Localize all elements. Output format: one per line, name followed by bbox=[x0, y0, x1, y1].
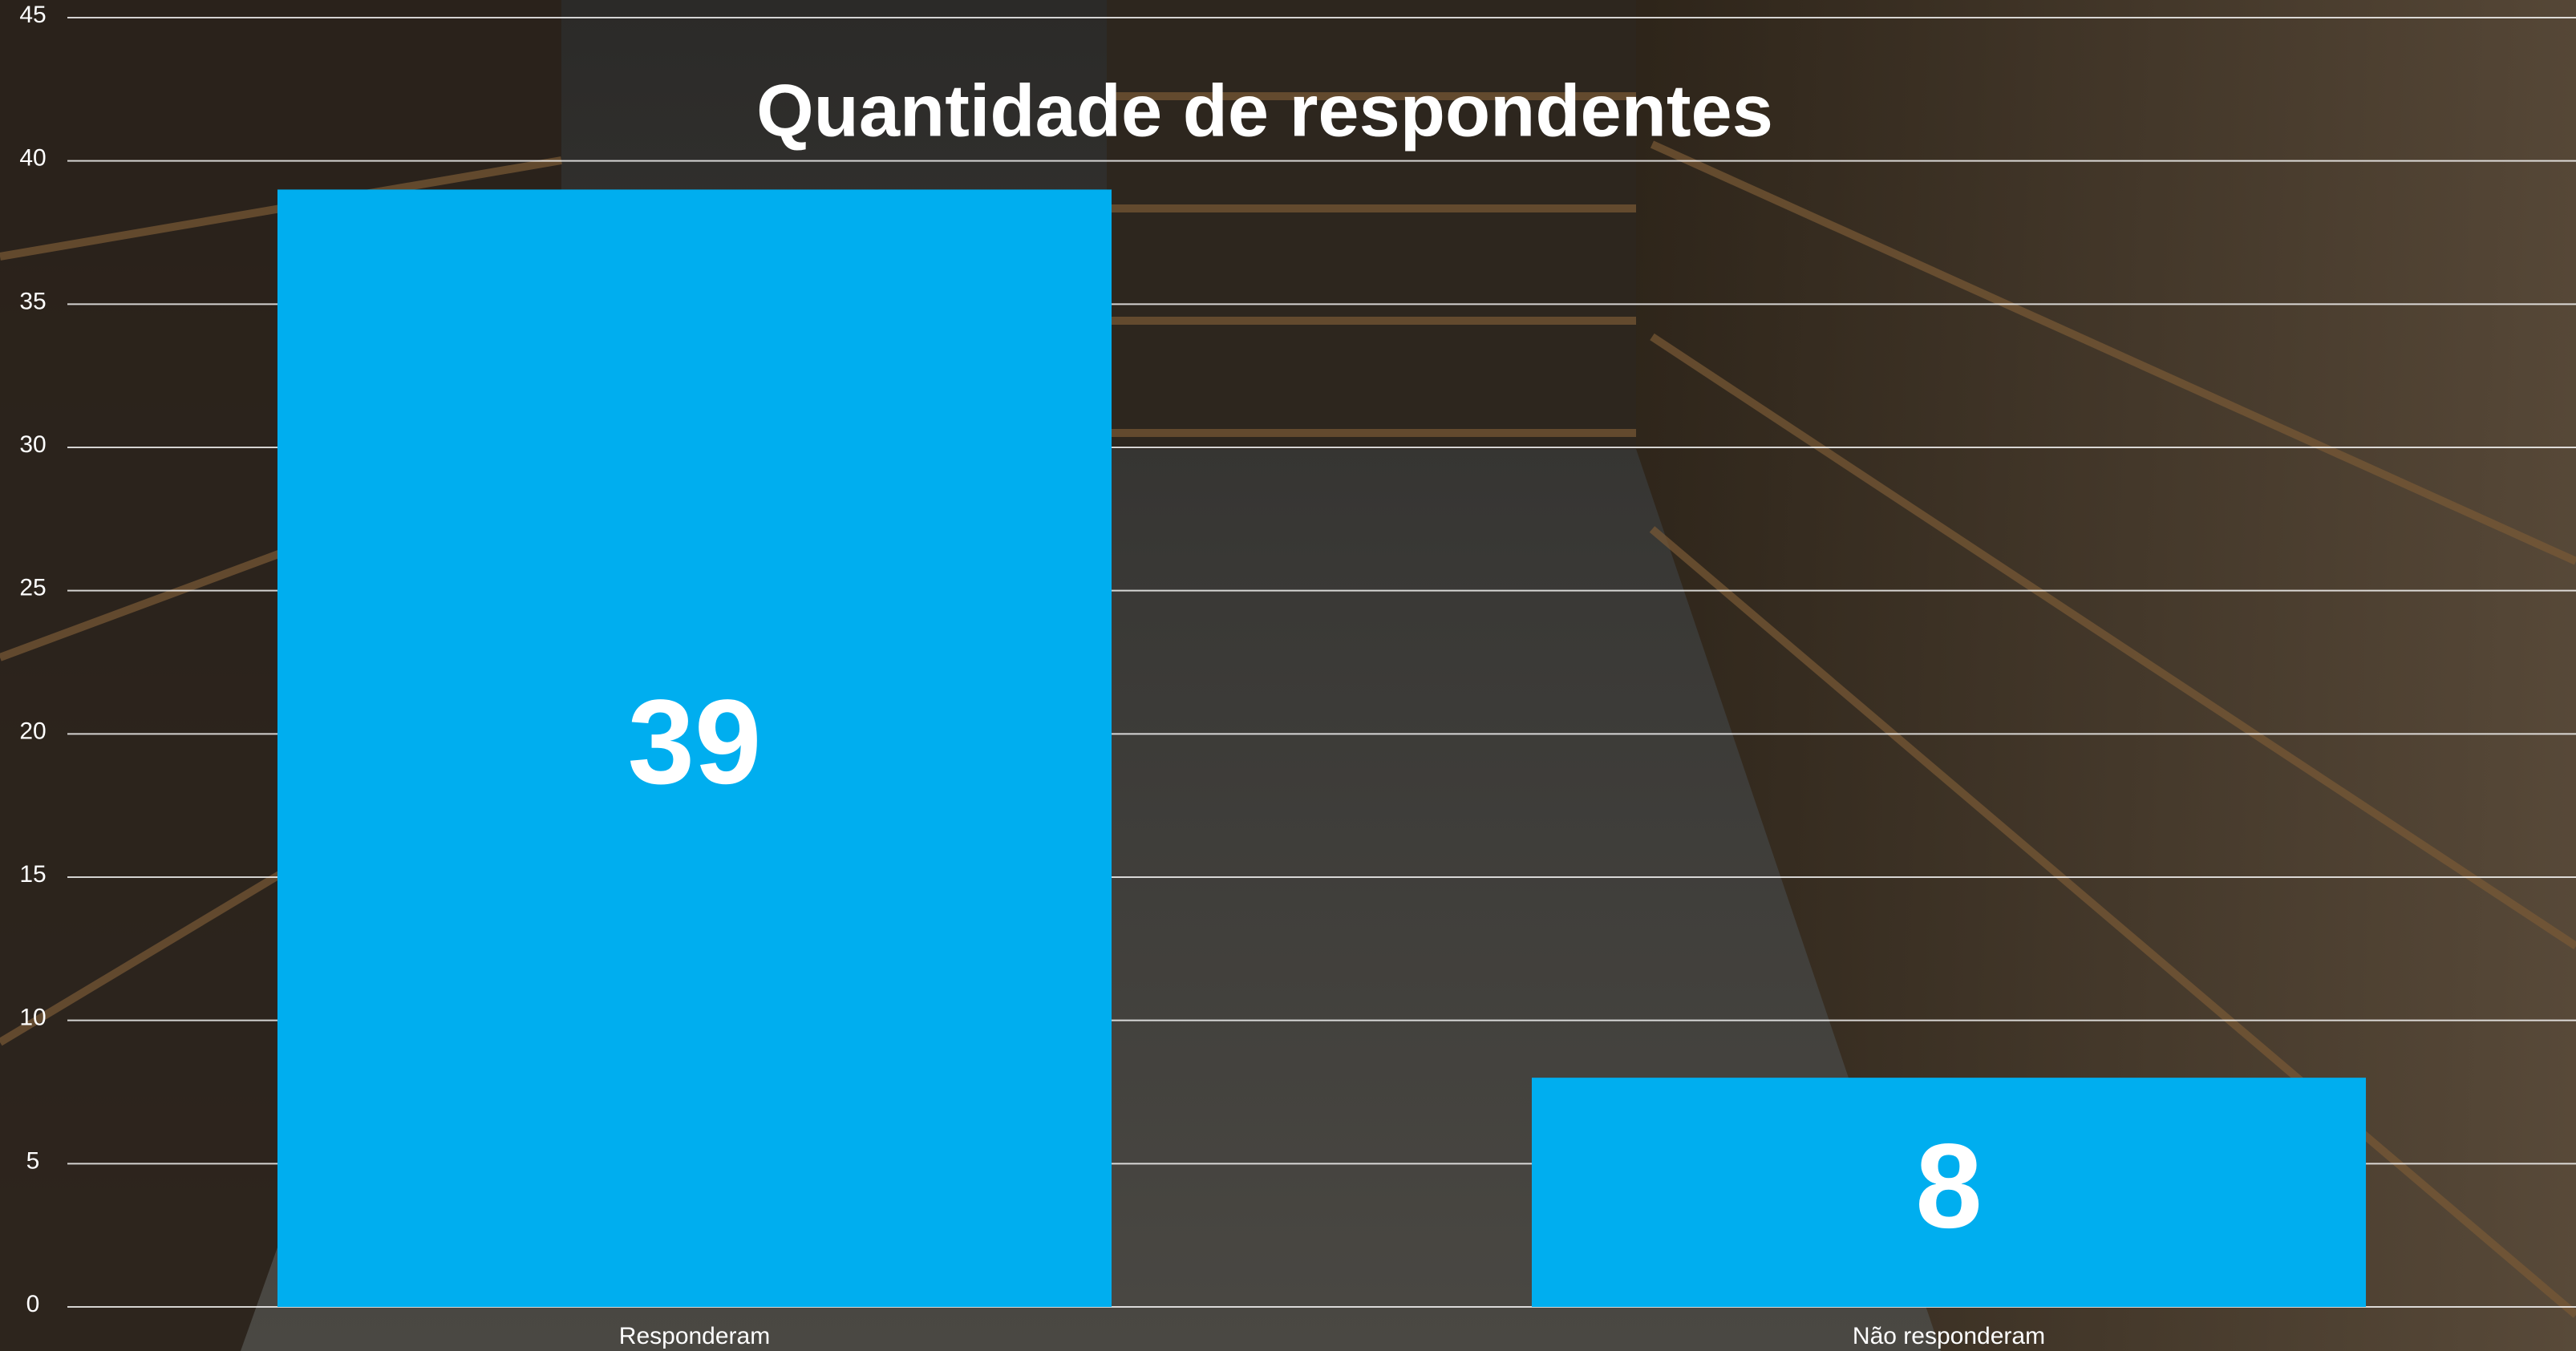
y-tick-label: 5 bbox=[26, 1147, 40, 1174]
y-tick-label: 20 bbox=[19, 718, 46, 744]
page: {"chart_data": {"type": "bar", "title": … bbox=[0, 0, 2576, 1351]
x-tick-label: Não responderam bbox=[1853, 1323, 2045, 1349]
x-tick-label: Responderam bbox=[619, 1323, 770, 1349]
y-tick-label: 0 bbox=[26, 1291, 40, 1317]
y-tick-label: 40 bbox=[19, 145, 46, 172]
value-label: 39 bbox=[628, 674, 762, 809]
y-tick-label: 35 bbox=[19, 288, 46, 314]
y-tick-label: 30 bbox=[19, 431, 46, 458]
chart: Quantidade de respondentes 0 5 10 15 20 25 30 3… bbox=[0, 0, 2576, 1351]
chart-title: Quantidade de respondentes bbox=[756, 70, 1773, 152]
y-tick-label: 45 bbox=[19, 2, 46, 28]
y-tick-label: 25 bbox=[19, 575, 46, 601]
y-tick-label: 15 bbox=[19, 861, 46, 888]
value-label: 8 bbox=[1915, 1118, 1982, 1253]
y-tick-label: 10 bbox=[19, 1005, 46, 1031]
